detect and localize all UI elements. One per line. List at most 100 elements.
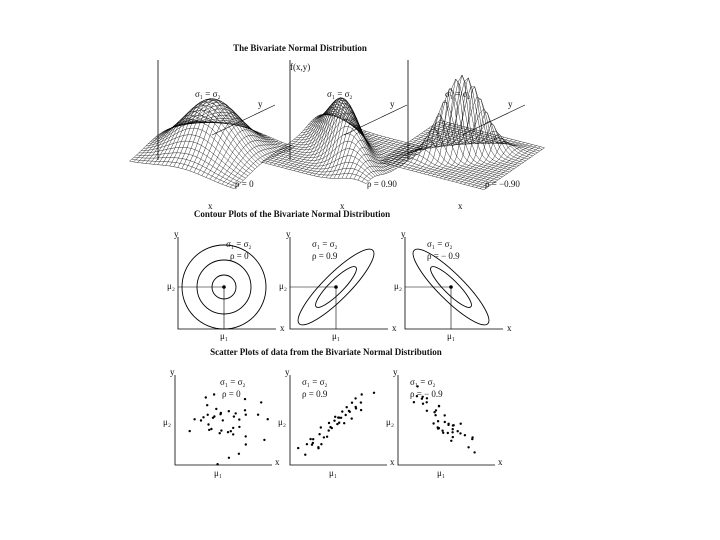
section-title: The Bivariate Normal Distribution [233, 43, 367, 53]
axis-label: y [258, 99, 263, 109]
mesh-line [155, 105, 260, 166]
scatter-dot [344, 413, 347, 417]
axis-line [211, 104, 276, 136]
scatter-dot [266, 418, 269, 421]
mesh-line [185, 100, 247, 170]
axis-line [461, 104, 526, 136]
mesh-line [201, 117, 263, 176]
mesh-line [148, 121, 253, 172]
mesh-line [321, 106, 383, 178]
center-dot [449, 285, 453, 289]
rho-label: ρ = 0 [235, 179, 254, 189]
scatter-dot [443, 414, 446, 417]
scatter-dot [334, 415, 337, 418]
scatter-dot [421, 402, 425, 405]
sigma-label: σ₁ = σ₂ [195, 89, 221, 99]
scatter-dot [412, 401, 416, 404]
scatter-dot [463, 434, 467, 437]
scatter-dot [416, 385, 419, 388]
scatter-dot [206, 413, 209, 416]
mesh-line [409, 74, 515, 169]
scatter-dot [210, 427, 213, 431]
rho-label: ρ = 0 [230, 251, 249, 261]
mesh-line [209, 129, 271, 180]
center-dot [222, 285, 226, 289]
mesh-line [268, 157, 374, 178]
mesh-line [407, 78, 512, 171]
scatter-dot [188, 429, 191, 433]
scatter-dot [471, 437, 474, 441]
axes [289, 237, 388, 330]
contour [181, 244, 267, 330]
sigma-label: σ₁ = σ₂ [410, 377, 436, 387]
scatter-dot [338, 421, 341, 424]
mesh-line [361, 146, 423, 182]
scatter-dot [451, 431, 454, 434]
rho-label: ρ = − 0.9 [410, 389, 443, 399]
scatter-dot [433, 411, 436, 414]
scatter-dot [297, 446, 300, 450]
mu-label: μ₂ [167, 281, 175, 291]
mu-label: μ₁ [447, 331, 455, 341]
scatter-dot [213, 415, 216, 418]
scatter-dot [263, 438, 266, 442]
mesh-line [398, 128, 503, 177]
scatter-dot [425, 401, 428, 404]
scatter-dot [360, 393, 363, 396]
axis-label: x [390, 457, 395, 467]
scatter-dot [425, 409, 429, 412]
scatter-dot [327, 421, 331, 425]
mesh-line [134, 157, 239, 185]
scatter-dot [226, 431, 230, 434]
mesh-line [459, 140, 521, 184]
sigma-label: σ₁ = σ₂ [302, 377, 328, 387]
scatter-dot [305, 443, 309, 446]
axis-label: x [340, 201, 345, 211]
mesh-line [471, 144, 533, 187]
scatter-dot [420, 397, 424, 400]
mesh-line [266, 158, 371, 180]
mesh-line [349, 143, 411, 179]
scatter-dot [317, 447, 320, 450]
axes [397, 375, 495, 466]
mesh-line [443, 99, 505, 180]
contour [430, 266, 472, 308]
scatter-dot [329, 425, 332, 429]
scatter-dot [237, 452, 241, 455]
axis-label: x [280, 323, 285, 333]
scatter-dot [244, 413, 247, 416]
mesh-line [289, 103, 394, 171]
scatter-dot [372, 391, 376, 394]
scatter-dot [415, 395, 419, 398]
mesh-line [261, 161, 367, 184]
axes [177, 237, 276, 330]
scatter-dot [442, 431, 445, 434]
scatter-dot [244, 435, 247, 438]
axis-label: y [390, 99, 395, 109]
mesh-line [193, 107, 255, 173]
mesh-line [141, 140, 246, 179]
axis-label: y [174, 229, 179, 239]
mesh-line [467, 143, 529, 186]
scatter-dot [243, 397, 247, 401]
axis-label: x [208, 201, 213, 211]
mu-label: μ₁ [214, 468, 222, 478]
rho-label: ρ = − 0.9 [427, 251, 460, 261]
scatter-dot [441, 429, 444, 432]
section-title: Contour Plots of the Bivariate Normal Di… [194, 209, 390, 219]
scatter-dot [229, 430, 232, 433]
scatter-dot [202, 416, 205, 419]
mesh-line [229, 145, 291, 188]
axes [289, 375, 387, 466]
sigma-label: σ₁ = σ₂ [312, 239, 338, 249]
axis-label: y [393, 367, 398, 377]
axis-label: x [458, 201, 463, 211]
scatter-dot [447, 422, 450, 425]
mesh-line [145, 127, 251, 174]
mesh-line [221, 142, 283, 185]
scatter-dot [327, 429, 330, 432]
mesh-line [353, 144, 415, 180]
mesh-line [291, 99, 397, 169]
rho-label: ρ = 0 [222, 389, 241, 399]
